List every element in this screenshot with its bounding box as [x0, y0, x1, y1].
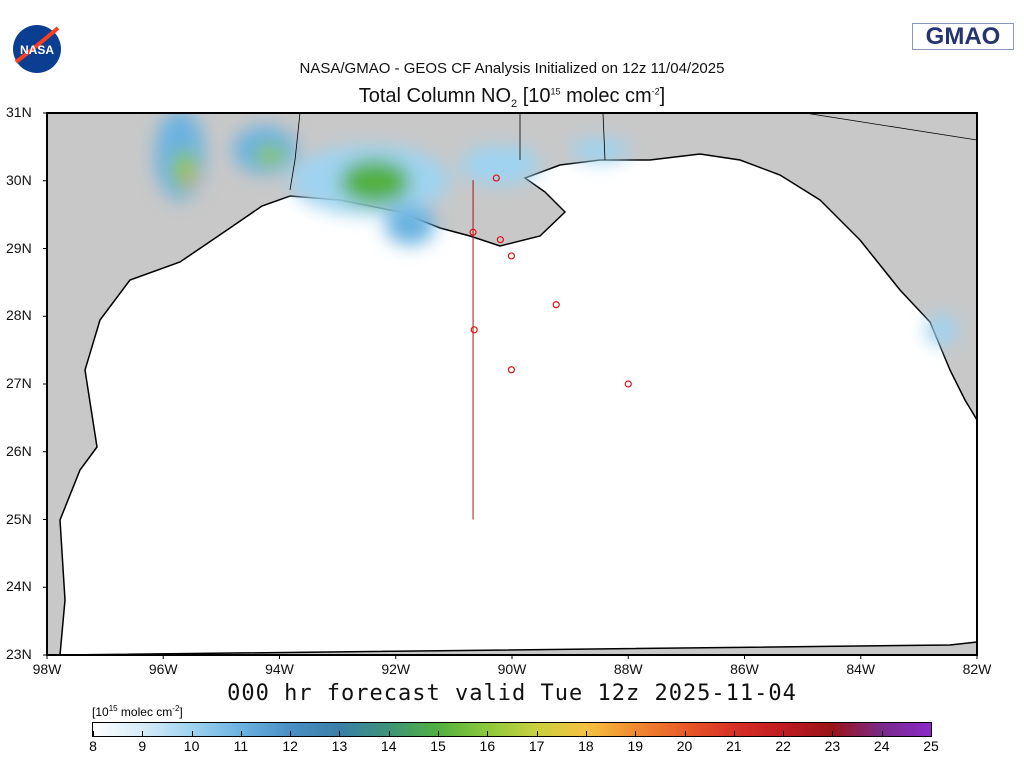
- colorbar: [92, 722, 932, 737]
- colorbar-tick-label: 24: [873, 738, 890, 754]
- lon-label: 82W: [962, 661, 992, 677]
- lon-label: 84W: [846, 661, 876, 677]
- station-marker: [496, 236, 504, 244]
- colorbar-tick-label: 16: [479, 738, 496, 754]
- lon-label: 88W: [613, 661, 643, 677]
- lat-label: 25N: [6, 510, 32, 527]
- subtitle: NASA/GMAO - GEOS CF Analysis Initialized…: [299, 60, 725, 77]
- state-borders: [289, 113, 977, 191]
- colorbar-tick: [832, 731, 834, 736]
- colorbar-tick-label: 20: [676, 738, 693, 754]
- colorbar-tick: [93, 731, 94, 736]
- colorbar-tick: [931, 731, 932, 736]
- colorbar-tick: [783, 731, 785, 736]
- colorbar-tick: [240, 731, 242, 736]
- colorbar-tick-label: 13: [331, 738, 348, 754]
- colorbar-tick-label: 19: [627, 738, 644, 754]
- lat-label: 23N: [6, 646, 32, 662]
- colorbar-tick-label: 11: [233, 738, 249, 754]
- lat-label: 24N: [6, 578, 32, 595]
- svg-text:NASA: NASA: [20, 43, 54, 57]
- station-marker: [469, 228, 477, 236]
- colorbar-tick-label: 25: [923, 738, 939, 754]
- colorbar-tick-label: 18: [578, 738, 594, 754]
- colorbar-tick: [684, 731, 686, 736]
- colorbar-tick-label: 17: [528, 738, 545, 754]
- lon-label: 98W: [32, 661, 62, 677]
- colorbar-tick-label: 14: [380, 738, 397, 754]
- gmao-logo: GMAO: [912, 23, 1014, 50]
- colorbar-tick-label: 10: [183, 738, 200, 754]
- lat-label: 28N: [6, 307, 32, 324]
- station-marker: [507, 252, 516, 260]
- colorbar-tick-label: 8: [89, 738, 97, 754]
- colorbar-tick: [635, 731, 637, 736]
- nasa-logo: NASA: [12, 24, 62, 74]
- colorbar-tick: [191, 731, 193, 736]
- lon-label: 94W: [265, 661, 294, 677]
- lat-label: 29N: [6, 239, 32, 256]
- colorbar-tick: [585, 731, 587, 736]
- colorbar-tick: [438, 731, 440, 736]
- station-overlay: [469, 174, 632, 520]
- colorbar-tick: [142, 731, 144, 736]
- lat-label: 27N: [6, 375, 32, 391]
- colorbar-unit: [1015 molec cm-2]: [92, 704, 183, 719]
- colorbar-tick-label: 23: [824, 738, 841, 754]
- lat-label: 31N: [6, 104, 32, 120]
- station-marker: [470, 326, 478, 334]
- colorbar-tick-label: 21: [726, 738, 742, 754]
- colorbar-tick-label: 22: [775, 738, 791, 754]
- colorbar-tick: [388, 731, 390, 736]
- forecast-valid-time: 000 hr forecast valid Tue 12z 2025-11-04: [227, 681, 797, 706]
- colorbar-tick: [536, 731, 538, 736]
- colorbar-tick-label: 15: [430, 738, 446, 754]
- no2-overlay: [155, 113, 958, 346]
- station-marker: [507, 366, 516, 374]
- colorbar-tick: [733, 731, 735, 736]
- lon-label: 86W: [730, 661, 759, 677]
- colorbar-tick: [487, 731, 489, 736]
- lat-label: 26N: [6, 442, 32, 459]
- lon-label: 96W: [148, 661, 178, 677]
- station-marker: [552, 301, 560, 309]
- page-title: Total Column NO2 [1015 molec cm-2]: [358, 85, 666, 110]
- lon-label: 92W: [381, 661, 411, 677]
- colorbar-tick: [881, 731, 883, 736]
- colorbar-tick: [339, 731, 341, 736]
- colorbar-tick-label: 12: [282, 738, 298, 754]
- lon-label: 90W: [497, 661, 527, 677]
- colorbar-tick: [290, 731, 292, 736]
- axis-ticks: [43, 112, 978, 659]
- station-marker: [624, 380, 632, 388]
- colorbar-tick-label: 9: [138, 738, 147, 754]
- station-marker: [492, 174, 500, 182]
- lat-label: 30N: [6, 171, 32, 188]
